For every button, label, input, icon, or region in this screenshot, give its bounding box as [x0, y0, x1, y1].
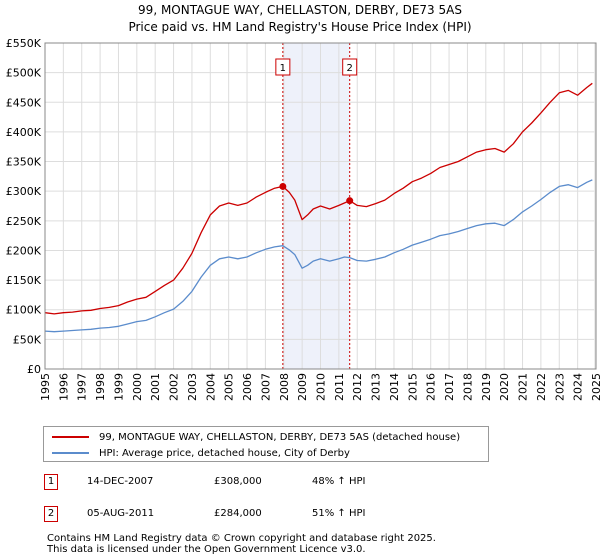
- y-tick-label: £500K: [6, 67, 42, 80]
- x-tick-label: 2003: [186, 373, 199, 401]
- title-line-1: 99, MONTAGUE WAY, CHELLASTON, DERBY, DE7…: [138, 3, 462, 17]
- title-line-2: Price paid vs. HM Land Registry's House …: [128, 20, 472, 34]
- transaction-marker-badge: [275, 58, 291, 76]
- transaction-badge: 1: [44, 474, 58, 490]
- y-tick-label: £0: [27, 363, 41, 376]
- transaction-marker-badge: [342, 58, 358, 76]
- transaction-shade: [282, 43, 350, 369]
- transaction-date: 05-AUG-2011: [87, 508, 155, 519]
- y-tick-label: £50K: [13, 333, 42, 346]
- transaction-price: £284,000: [214, 508, 262, 519]
- x-tick-label: 2018: [461, 373, 474, 401]
- x-tick-label: 2012: [351, 373, 364, 401]
- legend-label-property: 99, MONTAGUE WAY, CHELLASTON, DERBY, DE7…: [99, 431, 461, 443]
- x-tick-label: 2024: [572, 373, 585, 401]
- x-tick-label: 2015: [406, 373, 419, 401]
- price-chart: £0 £50K £100K £150K £200K £250K £300K £350K £400…: [6, 37, 600, 401]
- legend-label-hpi: HPI: Average price, detached house, City…: [99, 447, 350, 459]
- x-tick-label: 2023: [553, 373, 566, 401]
- transaction-marker-label: 2: [347, 63, 353, 74]
- y-tick-label: £450K: [6, 96, 42, 109]
- x-tick-label: 2009: [296, 373, 309, 401]
- x-tick-label: 2021: [517, 373, 530, 401]
- x-tick-label: 2006: [241, 373, 254, 401]
- y-tick-label: £350K: [6, 156, 42, 169]
- legend-swatch-property: [52, 436, 89, 438]
- legend-swatch-hpi: [52, 452, 89, 454]
- x-tick-label: 2013: [370, 373, 383, 401]
- x-tick-label: 2011: [333, 373, 346, 401]
- x-tick-label: 2001: [149, 373, 162, 401]
- transaction-price: £308,000: [214, 476, 262, 487]
- transaction-hpi-change: 51% ↑ HPI: [312, 508, 366, 519]
- x-tick-label: 2025: [590, 373, 600, 401]
- chart-title: 99, MONTAGUE WAY, CHELLASTON, DERBY, DE7…: [0, 2, 600, 36]
- x-tick-label: 1998: [94, 373, 107, 401]
- x-tick-label: 2005: [223, 373, 236, 401]
- y-tick-label: £200K: [6, 244, 42, 257]
- transaction-row: 1 14-DEC-2007 £308,000 48% ↑ HPI: [0, 474, 600, 494]
- x-tick-label: 2020: [498, 373, 511, 401]
- y-tick-label: £150K: [6, 274, 42, 287]
- hpi-series-line: [44, 179, 593, 333]
- future-zone: [594, 43, 596, 369]
- transaction-badge: 2: [44, 506, 58, 522]
- x-tick-label: 1999: [112, 373, 125, 401]
- transaction-point: [346, 197, 354, 205]
- transaction-point: [279, 182, 287, 190]
- legend-item-property: 99, MONTAGUE WAY, CHELLASTON, DERBY, DE7…: [52, 430, 460, 444]
- x-tick-label: 2022: [535, 373, 548, 401]
- y-tick-label: £100K: [6, 304, 42, 317]
- x-tick-label: 2017: [443, 373, 456, 401]
- footer-line-1: Contains HM Land Registry data © Crown c…: [47, 533, 436, 544]
- x-tick-label: 2002: [168, 373, 181, 401]
- chart-legend: 99, MONTAGUE WAY, CHELLASTON, DERBY, DE7…: [43, 426, 489, 462]
- x-tick-label: 2000: [131, 373, 144, 401]
- y-tick-label: £250K: [6, 215, 42, 228]
- y-tick-label: £300K: [6, 185, 42, 198]
- footer-line-2: This data is licensed under the Open Gov…: [47, 544, 366, 555]
- transaction-marker-label: 1: [280, 63, 286, 74]
- x-tick-label: 2004: [204, 373, 217, 401]
- x-tick-label: 1996: [57, 373, 70, 401]
- legend-item-hpi: HPI: Average price, detached house, City…: [52, 446, 350, 460]
- transaction-hpi-change: 48% ↑ HPI: [312, 476, 366, 487]
- x-tick-label: 1997: [76, 373, 89, 401]
- x-tick-label: 2008: [278, 373, 291, 401]
- transaction-row: 2 05-AUG-2011 £284,000 51% ↑ HPI: [0, 506, 600, 526]
- x-tick-label: 2010: [315, 373, 328, 401]
- x-tick-label: 2007: [259, 373, 272, 401]
- plot-border: [44, 42, 597, 370]
- footer-attribution: Contains HM Land Registry data © Crown c…: [47, 533, 436, 555]
- property-series-line: [44, 82, 593, 315]
- y-tick-label: £400K: [6, 126, 42, 139]
- transaction-date: 14-DEC-2007: [87, 476, 154, 487]
- x-tick-label: 1995: [39, 373, 52, 401]
- x-tick-label: 2016: [425, 373, 438, 401]
- y-tick-label: £550K: [6, 37, 42, 50]
- x-tick-label: 2014: [388, 373, 401, 401]
- x-tick-label: 2019: [480, 373, 493, 401]
